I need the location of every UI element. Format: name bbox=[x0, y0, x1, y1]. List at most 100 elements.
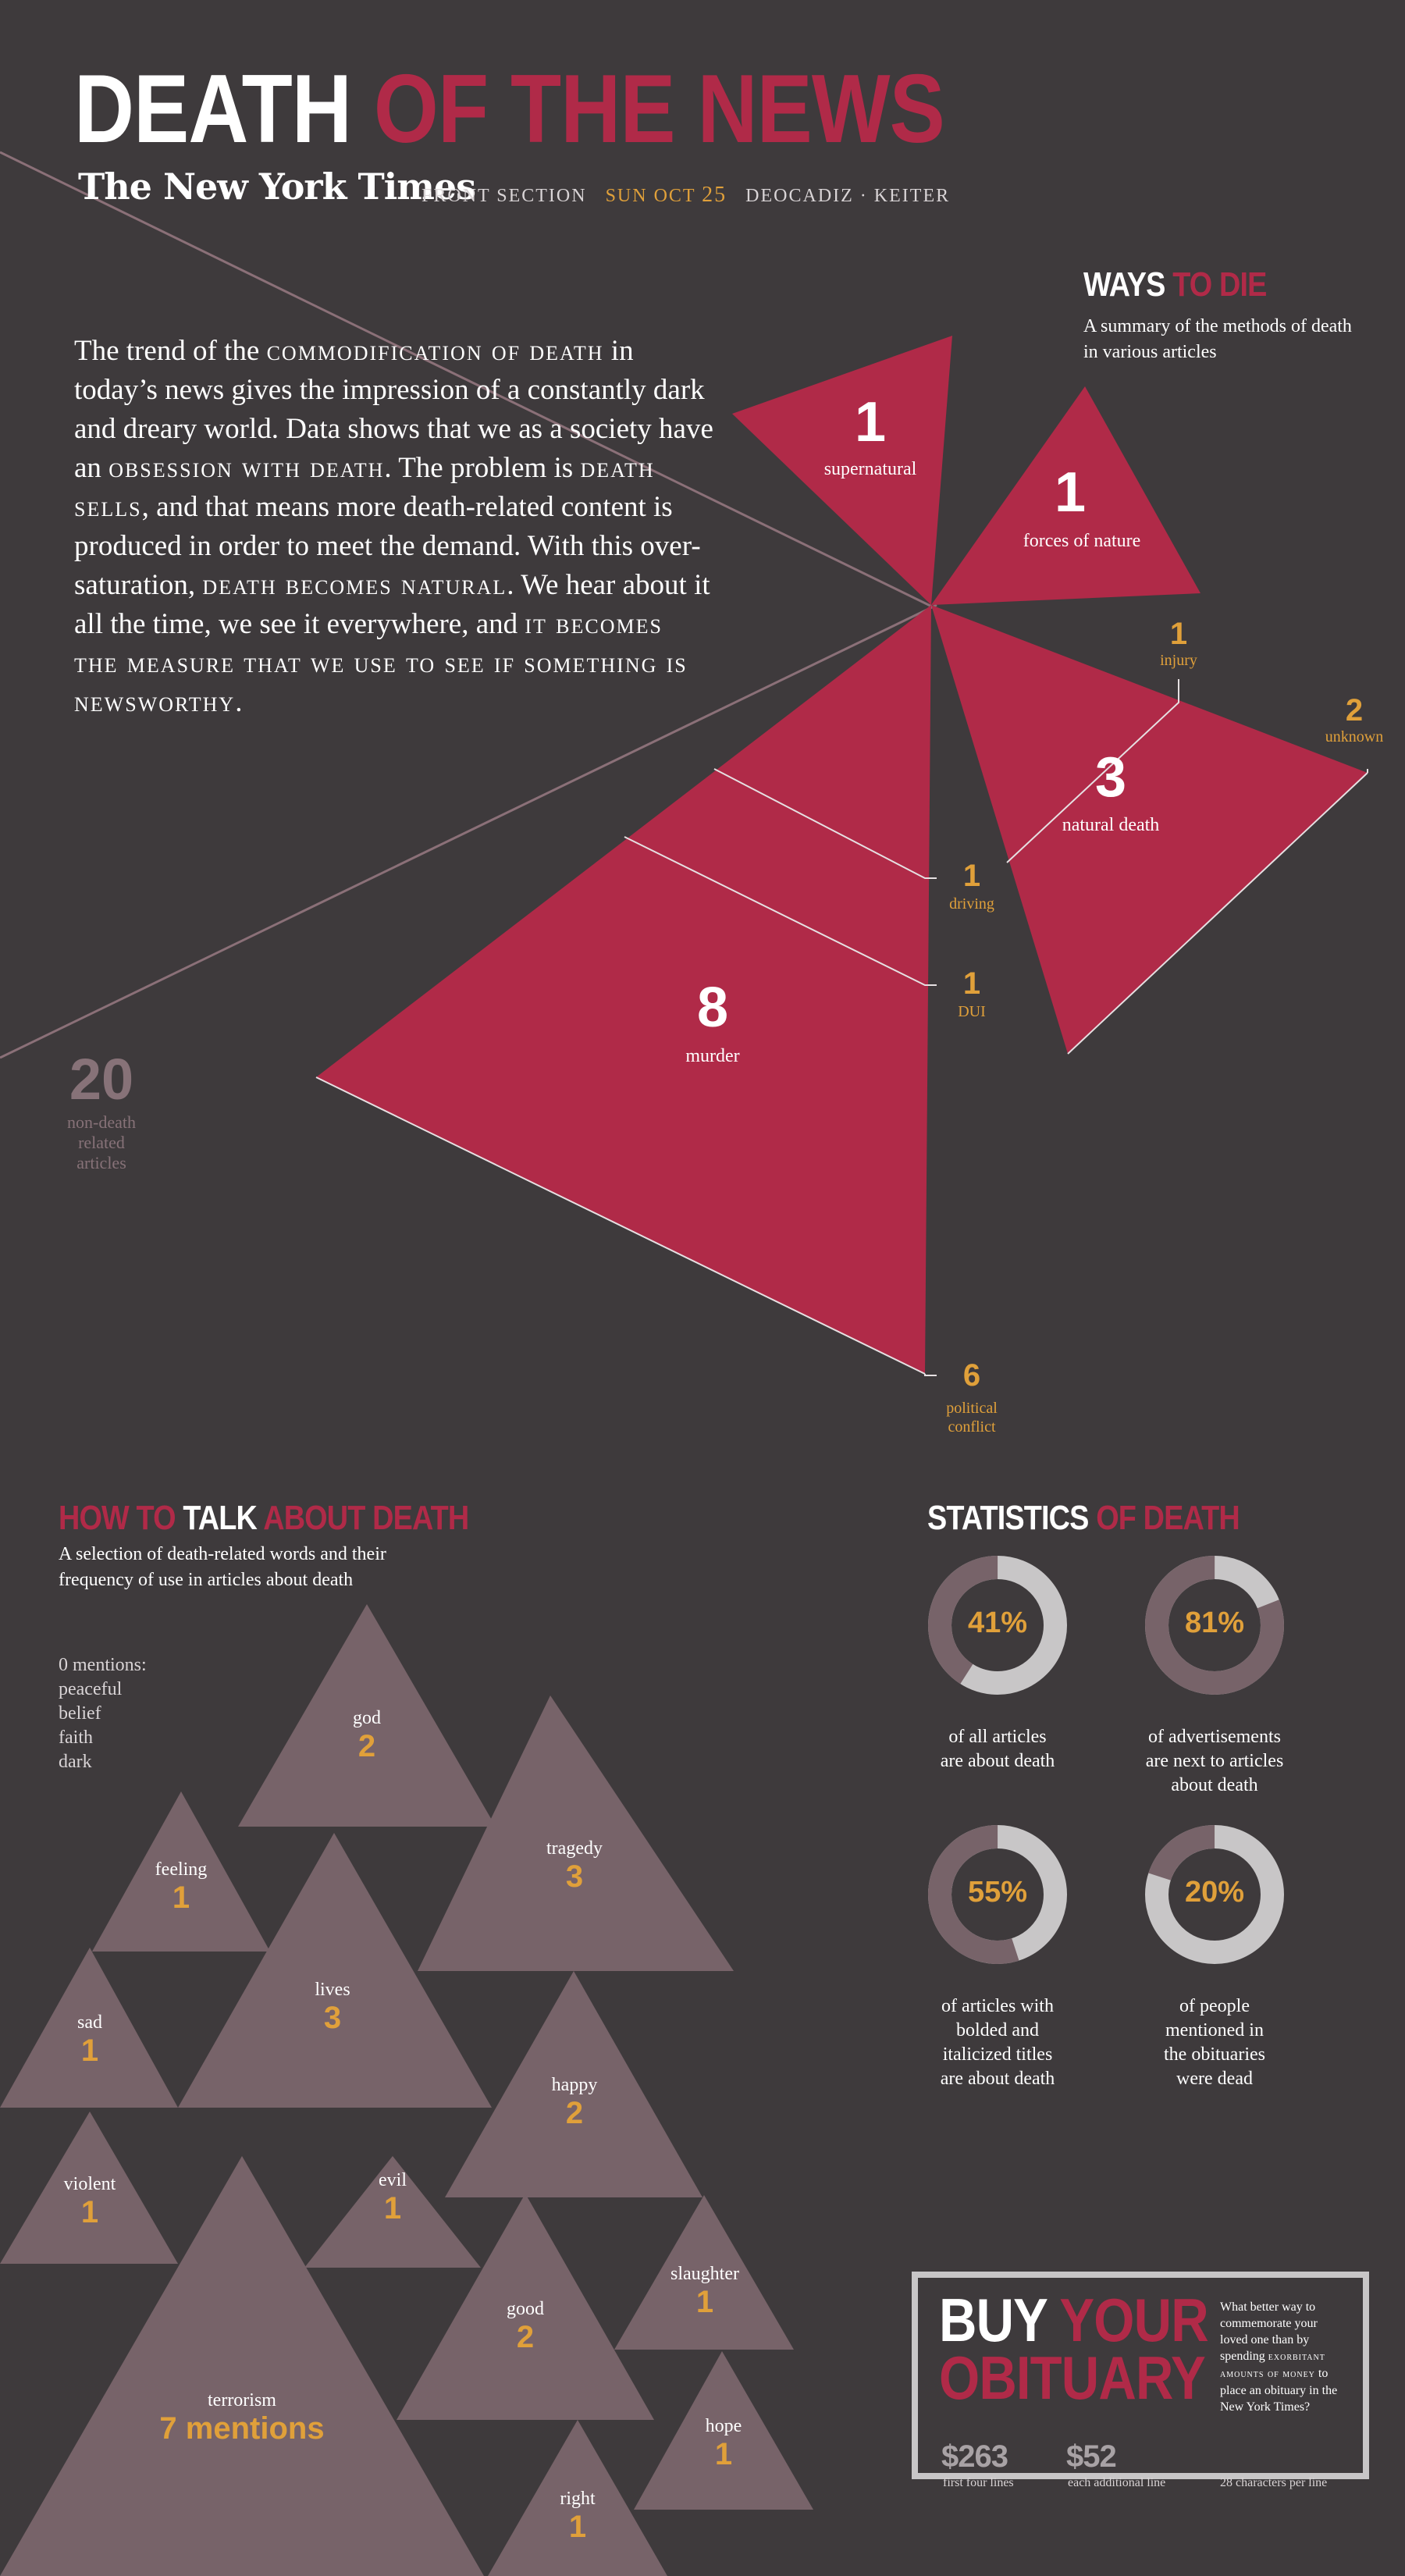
intro-emphasis: death becomes natural bbox=[202, 569, 507, 601]
obit-text: What better way to commemorate your love… bbox=[1220, 2300, 1318, 2363]
statistics-donuts bbox=[928, 1556, 1284, 1964]
intro-paragraph: The trend of the commodification of deat… bbox=[74, 332, 714, 722]
header-meta: FRONT SECTION SUN OCT 25 DEOCADIZ · KEIT… bbox=[422, 183, 950, 208]
non-death-line3: articles bbox=[76, 1153, 126, 1172]
non-death-line2: related bbox=[78, 1133, 125, 1152]
word-feeling: feeling 1 bbox=[87, 1859, 275, 1916]
talk-title-1: HOW TO bbox=[59, 1499, 176, 1537]
intro-text: . We hear about it all the time, we see … bbox=[74, 569, 710, 640]
stat-label-2: of advertisements are next to articles abo… bbox=[1097, 1725, 1332, 1798]
ways-to-die-diagram bbox=[315, 336, 1368, 1376]
word-hope: hope 1 bbox=[630, 2416, 817, 2472]
label-murder: murder bbox=[685, 1046, 740, 1066]
word-label: slaughter bbox=[670, 2264, 739, 2284]
obit-title-1: BUY bbox=[939, 2286, 1048, 2354]
intro-text: . The problem is bbox=[384, 452, 581, 484]
statistics-title: STATISTICS OF DEATH bbox=[927, 1499, 1240, 1538]
title-death: DEATH bbox=[74, 55, 352, 163]
stat-percent-4: 20% bbox=[1184, 1876, 1245, 1909]
ways-title-1: WAYS bbox=[1083, 265, 1165, 304]
word-count: 2 bbox=[357, 1729, 376, 1763]
stat-line: of people bbox=[1179, 1996, 1250, 2016]
donut-value-arc bbox=[1145, 1556, 1284, 1695]
stat-percent-3: 55% bbox=[967, 1876, 1028, 1909]
zero-word: belief bbox=[59, 1703, 101, 1724]
non-death-line1: non-death bbox=[67, 1112, 136, 1132]
ways-to-die-title: WAYS TO DIE bbox=[1083, 265, 1267, 304]
word-tragedy: tragedy 3 bbox=[481, 1838, 668, 1895]
word-lives: lives 3 bbox=[239, 1980, 426, 2036]
stat-line: italicized titles bbox=[942, 2044, 1053, 2065]
obit-text-emphasis: exorbitant amounts of money bbox=[1220, 2351, 1325, 2380]
non-death-count: 20 bbox=[69, 1047, 134, 1112]
stat-line: are next to articles bbox=[1145, 1751, 1284, 1771]
word-count: 1 bbox=[80, 2195, 99, 2229]
ways-to-die-description: A summary of the methods of death in var… bbox=[1083, 316, 1352, 362]
stat-line: of all articles bbox=[948, 1727, 1047, 1747]
stat-line: the obituaries bbox=[1164, 2044, 1265, 2065]
word-label: god bbox=[353, 1708, 381, 1728]
price-first-lines: $263 bbox=[941, 2439, 1008, 2474]
stat-line: are about death bbox=[940, 2069, 1055, 2089]
stats-title-1: STATISTICS bbox=[927, 1499, 1089, 1537]
non-death-label: non-death related articles bbox=[43, 1112, 160, 1173]
intro-text: , and that means more death-related cont… bbox=[74, 491, 701, 601]
title-of-the-news: OF THE NEWS bbox=[373, 55, 945, 163]
how-to-talk-title: HOW TO TALK ABOUT DEATH bbox=[59, 1499, 469, 1538]
nyt-logo: The New York Times bbox=[78, 165, 476, 208]
how-to-talk-description: A selection of death-related words and t… bbox=[59, 1544, 386, 1590]
stat-line: of advertisements bbox=[1148, 1727, 1281, 1747]
word-count: 3 bbox=[565, 1859, 584, 1894]
segment-natural-death bbox=[931, 605, 1368, 1054]
triangle-slaughter bbox=[614, 2195, 794, 2350]
word-label: sad bbox=[77, 2012, 102, 2033]
triangle-lives bbox=[178, 1833, 492, 2108]
word-label: feeling bbox=[155, 1859, 208, 1880]
stat-label-3: of articles with bolded and italicized tit… bbox=[880, 1994, 1115, 2091]
word-violent: violent 1 bbox=[0, 2174, 183, 2230]
date-day: 25 bbox=[702, 183, 727, 207]
stat-line: bolded and bbox=[956, 2020, 1039, 2041]
talk-title-2: TALK bbox=[183, 1499, 258, 1537]
word-label: tragedy bbox=[546, 1838, 603, 1859]
stat-line: were dead bbox=[1176, 2069, 1253, 2089]
count-driving: 1 bbox=[962, 859, 981, 893]
word-label: happy bbox=[551, 2075, 598, 2095]
count-unknown: 2 bbox=[1345, 693, 1364, 728]
triangle-tragedy bbox=[418, 1695, 734, 1971]
segment-murder-political bbox=[316, 605, 931, 1374]
zero-word: dark bbox=[59, 1752, 92, 1772]
word-sad: sad 1 bbox=[0, 2012, 183, 2069]
word-count: 7 mentions bbox=[159, 2411, 325, 2446]
price-first-lines-label: first four lines bbox=[943, 2476, 1014, 2489]
triangle-god bbox=[238, 1604, 496, 1827]
word-count: 1 bbox=[172, 1880, 190, 1915]
word-label: evil bbox=[379, 2170, 407, 2190]
word-count: 1 bbox=[80, 2033, 99, 2068]
triangle-happy bbox=[445, 1971, 702, 2197]
label-political-line2: conflict bbox=[948, 1418, 996, 1436]
word-happy: happy 2 bbox=[481, 2075, 668, 2131]
word-count: 1 bbox=[383, 2191, 402, 2226]
word-count: 1 bbox=[568, 2510, 587, 2544]
label-natural-death: natural death bbox=[1062, 815, 1160, 835]
word-evil: evil 1 bbox=[299, 2170, 486, 2226]
authors: DEOCADIZ · KEITER bbox=[745, 186, 951, 206]
donut-value-arc bbox=[1145, 1825, 1284, 1964]
obit-title-3: OBITUARY bbox=[939, 2343, 1206, 2412]
intro-text: The trend of the bbox=[74, 335, 267, 367]
count-natural-death: 3 bbox=[1094, 746, 1127, 809]
triangle-feeling bbox=[92, 1791, 270, 1952]
segment-forces-of-nature bbox=[931, 386, 1200, 605]
obit-text: to place an obituary in the New York Tim… bbox=[1220, 2367, 1338, 2414]
obituary-ad-box bbox=[912, 2272, 1369, 2479]
characters-per-line-note: 28 characters per line bbox=[1220, 2476, 1328, 2489]
intro-emphasis: obsession with death bbox=[108, 452, 385, 484]
stat-label-4: of people mentioned in the obituaries were … bbox=[1097, 1994, 1332, 2091]
word-count: 2 bbox=[565, 2096, 584, 2130]
word-count: 1 bbox=[714, 2437, 733, 2471]
count-political-conflict: 6 bbox=[962, 1358, 981, 1393]
section-label: FRONT SECTION bbox=[422, 186, 587, 206]
